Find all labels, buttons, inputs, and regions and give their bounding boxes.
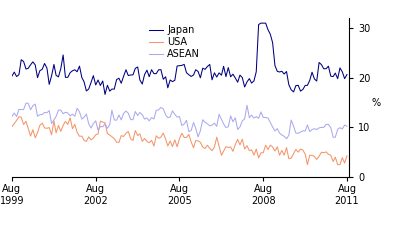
Line: Japan: Japan (12, 23, 347, 94)
Y-axis label: %: % (372, 98, 381, 108)
Line: USA: USA (12, 117, 347, 165)
Legend: Japan, USA, ASEAN: Japan, USA, ASEAN (145, 21, 204, 63)
Line: ASEAN: ASEAN (12, 103, 347, 139)
